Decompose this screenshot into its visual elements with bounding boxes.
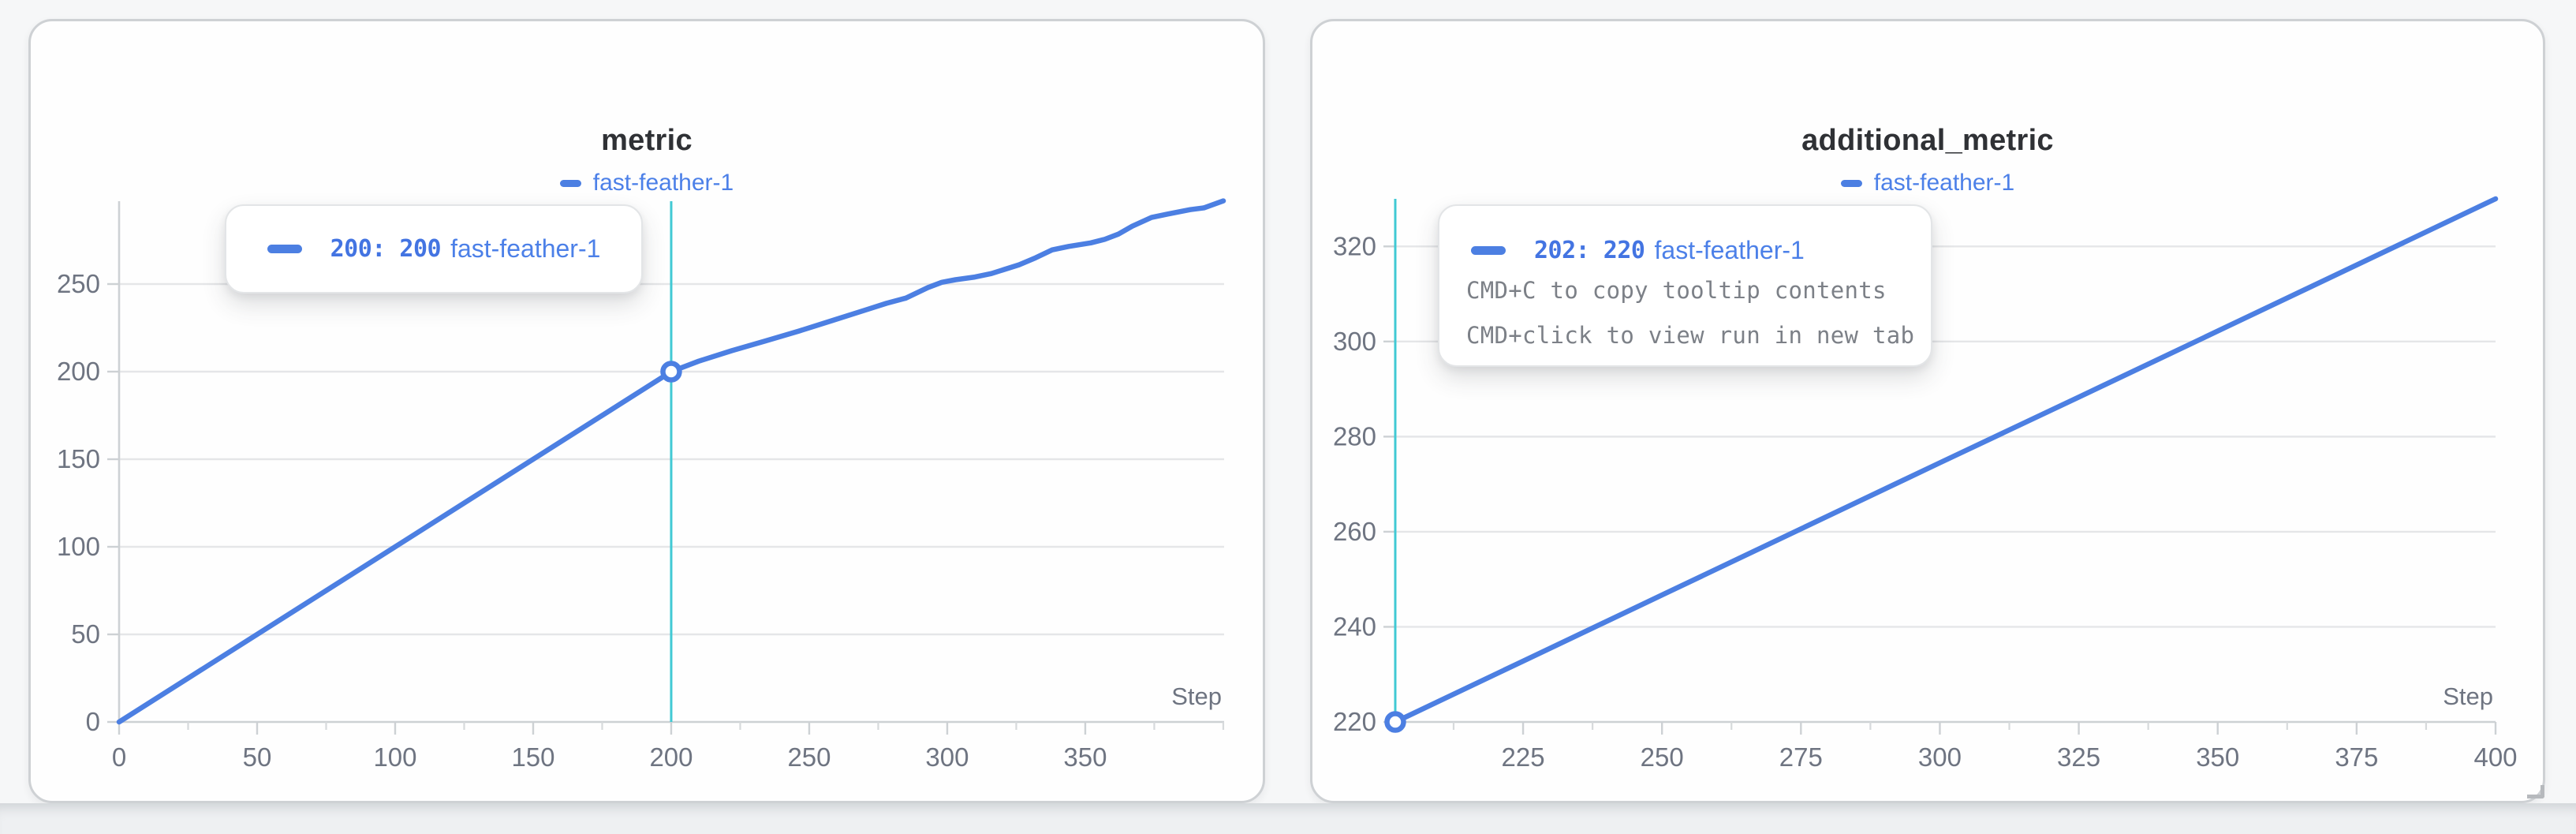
legend[interactable]: fast-feather-1 <box>1312 170 2543 196</box>
page-section-divider <box>0 803 2576 834</box>
x-axis-label: Step <box>2443 683 2493 710</box>
x-tick-label: 225 <box>1502 742 1545 772</box>
legend-swatch-icon <box>1840 179 1862 187</box>
x-tick-label: 200 <box>649 742 693 772</box>
x-tick-label: 250 <box>787 742 831 772</box>
legend-run-label: fast-feather-1 <box>592 170 734 196</box>
y-tick-label: 200 <box>57 357 100 386</box>
x-tick-label: 250 <box>1641 742 1684 772</box>
x-tick-label: 325 <box>2057 742 2100 772</box>
panel-resize-handle-icon[interactable] <box>2527 785 2544 798</box>
series-line <box>1392 196 2499 725</box>
legend-run-label: fast-feather-1 <box>1873 170 2015 196</box>
y-tick-label: 250 <box>57 269 100 298</box>
chart-tooltip: 202: 220 fast-feather-1 CMD+C to copy to… <box>1438 204 1932 367</box>
page-title: metric <box>601 124 693 157</box>
hover-point-marker <box>1384 711 1406 733</box>
hover-point-marker <box>660 361 682 383</box>
x-tick-label: 350 <box>1063 742 1107 772</box>
y-tick-label: 150 <box>57 444 100 473</box>
legend-swatch-icon <box>559 179 581 187</box>
y-tick-label: 320 <box>1333 231 1376 260</box>
tooltip-value-row: 202: 220 fast-feather-1 <box>1471 233 1931 267</box>
y-tick-label: 260 <box>1333 517 1376 546</box>
x-tick-label: 300 <box>925 742 969 772</box>
x-tick-label: 50 <box>243 742 272 772</box>
y-tick-label: 220 <box>1333 707 1376 736</box>
x-tick-label: 0 <box>112 742 126 772</box>
x-tick-label: 375 <box>2335 742 2378 772</box>
tooltip-step-value: 200: 200 <box>330 235 442 263</box>
y-tick-label: 50 <box>71 619 100 649</box>
tooltip-series-swatch-icon <box>267 245 302 253</box>
legend[interactable]: fast-feather-1 <box>31 170 1263 196</box>
series-line <box>116 198 1226 725</box>
x-tick-label: 150 <box>511 742 554 772</box>
tooltip-step-value: 202: 220 <box>1534 236 1645 264</box>
x-tick-label: 400 <box>2473 742 2517 772</box>
tooltip-value-row: 200: 200 fast-feather-1 <box>267 232 601 267</box>
y-tick-label: 0 <box>86 707 100 736</box>
tooltip-copy-hint: CMD+C to copy tooltip contents <box>1466 276 1887 304</box>
x-tick-label: 100 <box>373 742 416 772</box>
panel-metric[interactable]: metric fast-feather-1 0 50 100 150 200 250 0 50… <box>28 19 1265 803</box>
tooltip-run-name: fast-feather-1 <box>450 234 601 263</box>
y-tick-label: 300 <box>1333 327 1376 356</box>
tooltip-run-name: fast-feather-1 <box>1654 235 1805 264</box>
tooltip-series-swatch-icon <box>1471 245 1506 255</box>
x-tick-label: 300 <box>1918 742 1962 772</box>
y-tick-label: 100 <box>57 532 100 561</box>
tooltip-open-hint: CMD+click to view run in new tab <box>1466 321 1915 349</box>
x-axis-label: Step <box>1171 683 1222 710</box>
panel-additional-metric[interactable]: additional_metric fast-feather-1 220 240 2… <box>1310 19 2545 803</box>
metric-line-chart[interactable]: 0 50 100 150 200 250 0 50 100 150 200 250 300 350 <box>28 19 1265 803</box>
page-title: additional_metric <box>1801 124 2054 157</box>
x-tick-label: 275 <box>1779 742 1823 772</box>
additional-metric-line-chart[interactable]: 220 240 260 280 300 320 225 250 275 300 325 350 375 4… <box>1310 19 2545 803</box>
y-tick-label: 240 <box>1333 611 1376 641</box>
y-tick-label: 280 <box>1333 421 1376 451</box>
x-tick-label: 350 <box>2196 742 2239 772</box>
chart-tooltip: 200: 200 fast-feather-1 <box>225 204 643 294</box>
